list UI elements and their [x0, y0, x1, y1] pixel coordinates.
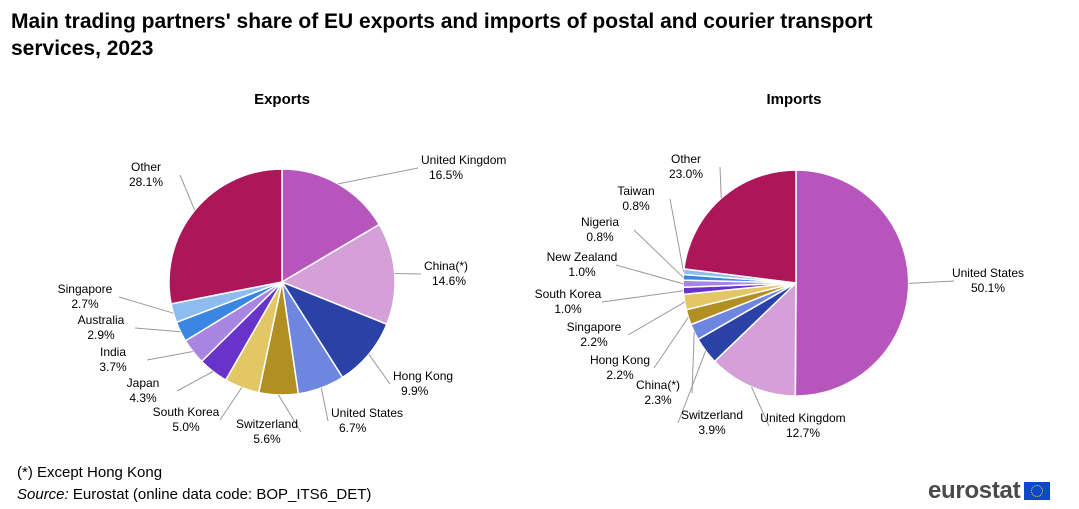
exports-value-united-kingdom: 16.5%	[429, 168, 463, 182]
imports-label-united-states: United States	[952, 266, 1024, 280]
exports-leader-south-korea	[219, 387, 243, 421]
imports-slice-united-kingdom	[713, 281, 797, 397]
exports-value-china: 14.6%	[432, 274, 466, 288]
exports-leader-singapore	[118, 296, 174, 314]
exports-label-singapore: Singapore	[58, 282, 113, 296]
exports-leader-india	[146, 351, 194, 361]
exports-label-china: China(*)	[424, 259, 468, 273]
imports-leader-taiwan	[669, 198, 685, 272]
exports-label-other: Other	[131, 160, 161, 174]
exports-label-australia: Australia	[78, 313, 125, 327]
source-note: Source: Eurostat (online data code: BOP_…	[17, 486, 371, 504]
exports-value-hong-kong: 9.9%	[401, 384, 429, 398]
exports-label-japan: Japan	[127, 376, 160, 390]
exports-label-switzerland: Switzerland	[236, 417, 298, 431]
source-text: Eurostat (online data code: BOP_ITS6_DET…	[72, 486, 372, 503]
exports-leader-united-kingdom	[337, 167, 419, 185]
exports-value-other: 28.1%	[129, 175, 163, 189]
imports-label-switzerland: Switzerland	[681, 408, 743, 422]
exports-value-singapore: 2.7%	[71, 297, 99, 311]
exports-value-australia: 2.9%	[87, 328, 115, 342]
exports-leader-japan	[176, 371, 214, 392]
eu-flag-icon	[1024, 482, 1051, 500]
exports-label-india: India	[100, 345, 126, 359]
exports-leader-hong-kong	[368, 354, 391, 385]
exports-value-india: 3.7%	[99, 360, 127, 374]
imports-value-united-states: 50.1%	[971, 281, 1005, 295]
imports-value-hong-kong: 2.2%	[606, 368, 634, 382]
imports-label-hong-kong: Hong Kong	[590, 353, 650, 367]
imports-label-singapore: Singapore	[567, 320, 622, 334]
exports-slice-other	[168, 168, 283, 305]
exports-value-south-korea: 5.0%	[172, 420, 200, 434]
exports-pie-title: Exports	[254, 91, 310, 108]
exports-leader-switzerland	[278, 394, 302, 433]
imports-label-new-zealand: New Zealand	[547, 250, 618, 264]
imports-value-new-zealand: 1.0%	[568, 265, 596, 279]
exports-value-japan: 4.3%	[129, 391, 157, 405]
imports-slice-other	[683, 169, 797, 284]
imports-pie-title: Imports	[766, 91, 821, 108]
logo-text: eurostat	[928, 477, 1021, 504]
exports-label-south-korea: South Korea	[153, 405, 220, 419]
imports-value-other: 23.0%	[669, 167, 703, 181]
imports-label-china: China(*)	[636, 378, 680, 392]
imports-value-switzerland: 3.9%	[698, 423, 726, 437]
imports-label-south-korea: South Korea	[535, 287, 602, 301]
source-prefix: Source:	[17, 486, 69, 503]
exports-leader-united-states	[320, 387, 329, 422]
imports-value-china: 2.3%	[644, 393, 672, 407]
imports-leader-new-zealand	[615, 264, 684, 285]
imports-leader-other	[719, 166, 722, 199]
imports-leader-south-korea	[601, 290, 684, 303]
imports-label-taiwan: Taiwan	[617, 184, 654, 198]
exports-label-hong-kong: Hong Kong	[393, 369, 453, 383]
imports-value-south-korea: 1.0%	[554, 302, 582, 316]
imports-value-taiwan: 0.8%	[622, 199, 650, 213]
exports-value-united-states: 6.7%	[339, 421, 367, 435]
exports-label-united-states: United States	[331, 406, 403, 420]
imports-leader-nigeria	[633, 229, 684, 278]
chart-title: Main trading partners' share of EU expor…	[11, 10, 873, 60]
imports-label-other: Other	[671, 152, 701, 166]
imports-label-nigeria: Nigeria	[581, 215, 619, 229]
exports-leader-china	[394, 272, 422, 275]
imports-leader-united-kingdom	[750, 386, 770, 427]
imports-leader-singapore	[627, 301, 685, 336]
imports-value-united-kingdom: 12.7%	[786, 426, 820, 440]
exports-leader-other	[179, 174, 196, 211]
imports-leader-hong-kong	[653, 316, 689, 369]
imports-value-singapore: 2.2%	[580, 335, 608, 349]
imports-slice-united-states	[794, 169, 910, 397]
exports-slice-united-kingdom	[281, 168, 381, 284]
exports-label-united-kingdom: United Kingdom	[421, 153, 506, 167]
imports-leader-china	[691, 332, 695, 394]
exports-slice-china	[280, 223, 396, 326]
eurostat-logo: eurostat	[928, 477, 1051, 505]
imports-label-united-kingdom: United Kingdom	[760, 411, 845, 425]
imports-leader-united-states	[908, 280, 955, 284]
exports-value-switzerland: 5.6%	[253, 432, 281, 446]
imports-value-nigeria: 0.8%	[586, 230, 614, 244]
exports-leader-australia	[134, 327, 181, 333]
footnote: (*) Except Hong Kong	[17, 464, 163, 481]
